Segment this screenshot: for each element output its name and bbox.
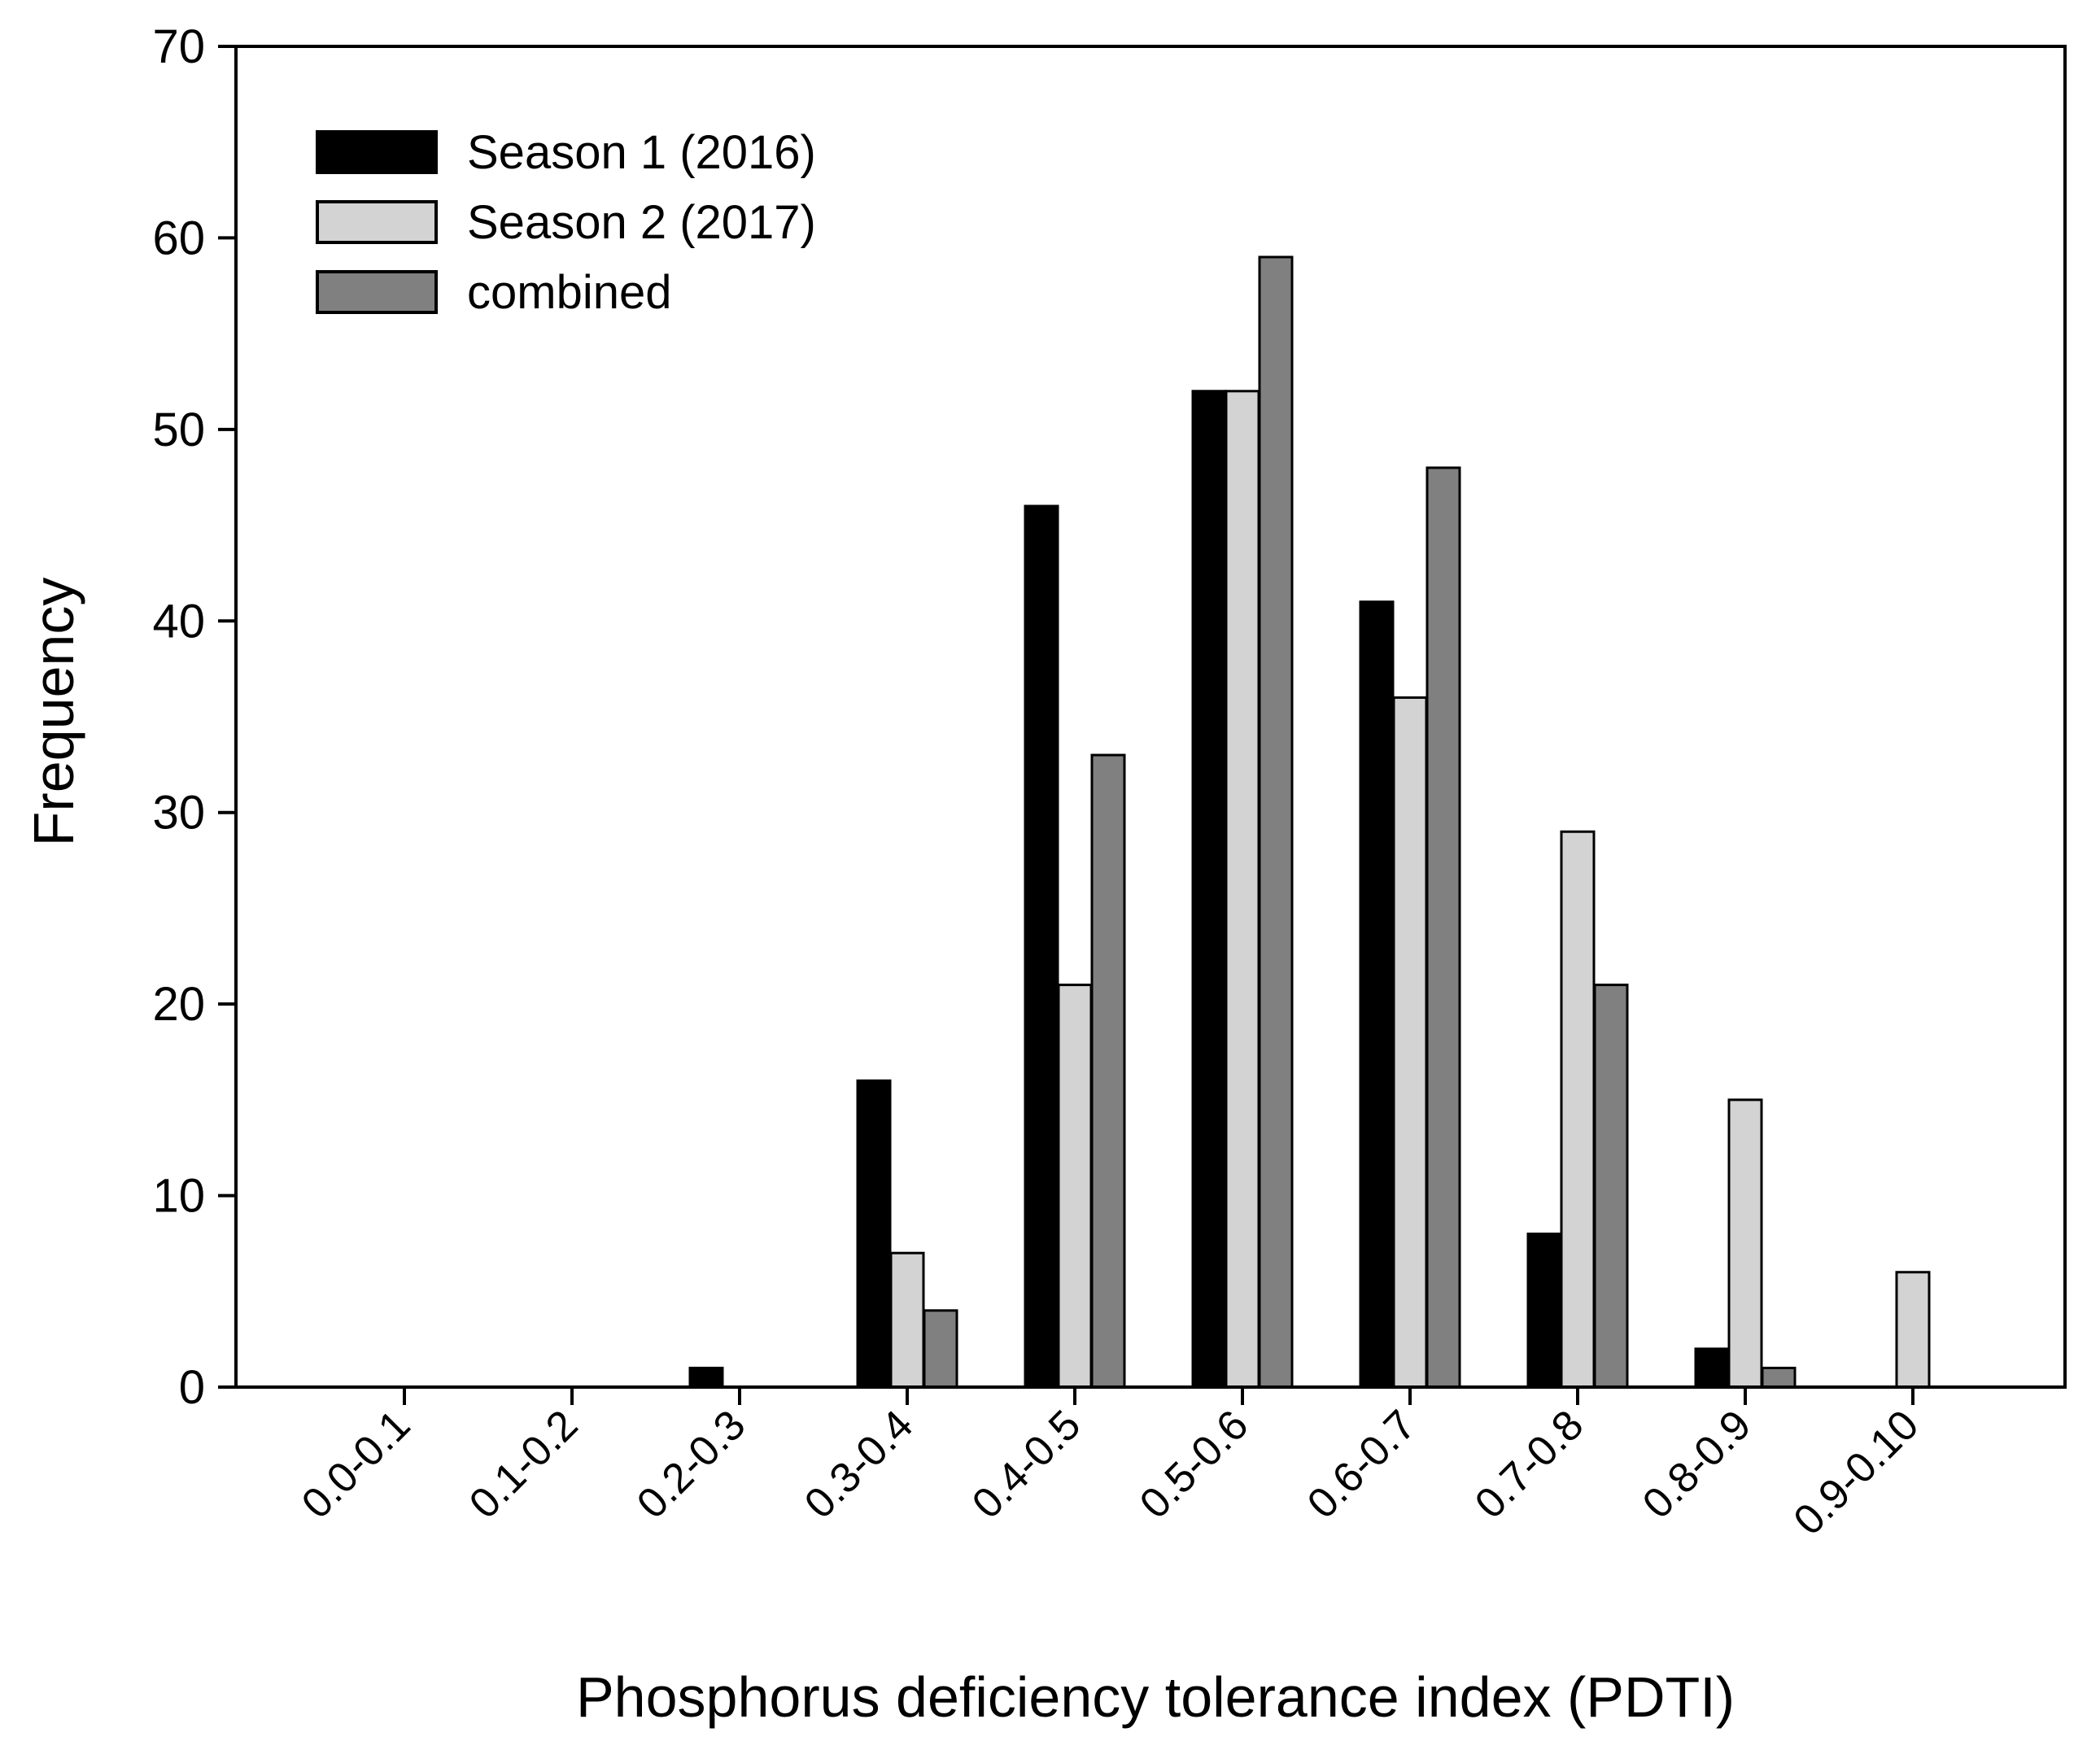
bar-1-0.7-0.8 [1526,1233,1562,1389]
plot-frame [234,45,2067,1389]
bars-layer [688,255,1931,1389]
legend: Season 1 (2016) Season 2 (2017) combined [316,126,816,319]
y-tick-label-10: 10 [152,1170,205,1223]
y-axis-title: Frequency [22,578,85,847]
legend-label-3: combined [467,266,671,319]
x-tick-label-0.3-0.4: 0.3-0.4 [796,1401,922,1527]
bar-1-0.2-0.3 [688,1366,724,1389]
bar-3-0.3-0.4 [923,1309,958,1389]
x-tick-label-0.2-0.3: 0.2-0.3 [628,1401,754,1527]
legend-label-1: Season 1 (2016) [467,126,816,179]
bar-2-0.5-0.6 [1225,390,1260,1389]
legend-swatch-1 [316,130,438,174]
x-tick-label-0.4-0.5: 0.4-0.5 [963,1401,1089,1527]
x-axis-title: Phosphorus deficiency tolerance index (P… [576,1665,1735,1729]
bar-3-0.7-0.8 [1593,984,1629,1389]
bar-1-0.5-0.6 [1191,390,1227,1389]
bar-1-0.4-0.5 [1024,504,1059,1389]
y-tick-label-40: 40 [152,595,205,648]
bar-2-0.3-0.4 [889,1251,925,1389]
x-tick-label-0.7-0.8: 0.7-0.8 [1466,1401,1592,1527]
bar-2-0.6-0.7 [1392,696,1428,1389]
bar-1-0.3-0.4 [856,1079,892,1389]
bar-1-0.6-0.7 [1359,600,1395,1389]
y-tick-label-30: 30 [152,787,205,840]
bar-3-0.8-0.9 [1761,1366,1797,1389]
y-tick-label-70: 70 [152,20,205,73]
bar-2-0.7-0.8 [1560,830,1596,1389]
bar-3-0.4-0.5 [1090,753,1126,1389]
y-tick-label-60: 60 [152,212,205,264]
legend-label-2: Season 2 (2017) [467,196,816,249]
y-tick-label-50: 50 [152,404,205,456]
x-tick-label-0.6-0.7: 0.6-0.7 [1299,1401,1425,1527]
bar-3-0.5-0.6 [1258,255,1294,1389]
bar-2-0.4-0.5 [1057,984,1093,1389]
y-tick-label-0: 0 [179,1361,205,1414]
x-tick-label-0.0-0.1: 0.0-0.1 [293,1401,419,1527]
y-tick-label-20: 20 [152,978,205,1031]
bar-1-0.8-0.9 [1694,1347,1730,1389]
bar-2-0.8-0.9 [1727,1098,1763,1389]
x-tick-label-0.1-0.2: 0.1-0.2 [461,1401,587,1527]
legend-swatch-3 [316,270,438,314]
legend-swatch-2 [316,200,438,244]
x-tick-label-0.9-0.10: 0.9-0.10 [1785,1401,1928,1544]
x-tick-label-0.8-0.9: 0.8-0.9 [1634,1401,1760,1527]
x-tick-label-0.5-0.6: 0.5-0.6 [1131,1401,1257,1527]
bar-2-0.9-0.10 [1895,1271,1931,1389]
bar-3-0.6-0.7 [1425,466,1461,1389]
